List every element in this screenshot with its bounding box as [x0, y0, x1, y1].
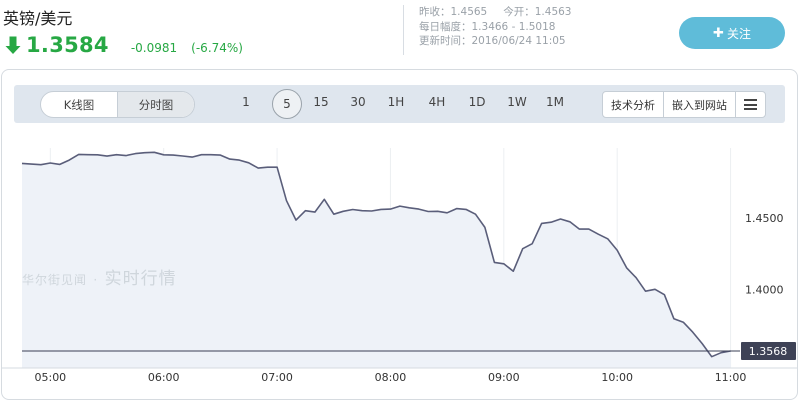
period-1m-button[interactable]: 1M [546, 95, 564, 109]
open-value: 1.4563 [534, 6, 572, 18]
prev-close-label: 昨收： [419, 6, 451, 18]
tab-timeshare[interactable]: 分时图 [117, 92, 194, 117]
period-1d-button[interactable]: 1D [468, 95, 486, 109]
x-tick-label: 09:00 [488, 371, 520, 384]
price-row: 1.3584 -0.0981 (-6.74%) [4, 33, 243, 57]
x-tick-label: 05:00 [34, 371, 66, 384]
price-line [21, 151, 731, 358]
tab-kline[interactable]: K线图 [63, 97, 95, 112]
price-change: -0.0981 [130, 41, 178, 55]
current-price-tag [741, 342, 796, 361]
daily-range-value: 1.3466 - 1.5018 [471, 20, 556, 33]
follow-button-label: 关注 [726, 26, 751, 41]
chart-tools: 技术分析 嵌入到网站 [602, 91, 766, 118]
quote-stats: 昨收：1.4565 今开：1.4563 每日幅度：1.3466 - 1.5018 … [403, 5, 572, 55]
period-1-button[interactable]: 1 [242, 95, 250, 109]
period-30-button[interactable]: 30 [350, 95, 366, 109]
follow-button[interactable]: ✚ 关注 [679, 17, 785, 49]
x-tick-label: 08:00 [375, 371, 407, 384]
tech-analysis-button[interactable]: 技术分析 [611, 98, 655, 112]
period-15-button[interactable]: 15 [313, 95, 329, 109]
price-change-percent: (-6.74%) [191, 41, 243, 55]
period-1h-button[interactable]: 1H [387, 95, 405, 109]
open-label: 今开： [503, 6, 535, 18]
y-tick-label: 1.4500 [745, 212, 784, 225]
watermark-separator: · [93, 273, 99, 287]
list-icon [744, 99, 757, 110]
period-4h-button[interactable]: 4H [428, 95, 446, 109]
watermark-brand: 华尔街见闻 [22, 273, 88, 287]
updated-time-value: 2016/06/24 11:05 [471, 35, 566, 47]
currency-pair-title: 英镑/美元 [3, 9, 73, 28]
x-tick-label: 11:00 [715, 371, 747, 384]
current-price-tag-label: 1.3568 [749, 345, 788, 358]
period-5-button[interactable]: 5 [272, 89, 302, 119]
chart-type-switch: K线图 分时图 [40, 91, 195, 118]
watermark-text: 实时行情 [104, 269, 177, 289]
updated-time-label: 更新时间： [419, 35, 472, 47]
menu-button[interactable] [735, 92, 765, 117]
x-tick-label: 07:00 [261, 371, 293, 384]
price-area [22, 152, 731, 368]
x-tick-label: 06:00 [148, 371, 180, 384]
period-1w-button[interactable]: 1W [507, 95, 527, 109]
y-tick-label: 1.4000 [745, 283, 784, 296]
chart-toolbar: K线图 分时图 1 5 15 30 1H 4H 1D 1W 1M 技术分析 嵌入到网站 [14, 85, 785, 123]
prev-close-value: 1.4565 [450, 6, 488, 18]
current-price: 1.3584 [26, 33, 109, 57]
watermark: 华尔街见闻 · 实时行情 [22, 264, 177, 289]
daily-range-label: 每日幅度： [419, 20, 472, 33]
plus-icon: ✚ [713, 25, 724, 41]
arrow-down-icon [5, 36, 21, 54]
embed-button[interactable]: 嵌入到网站 [663, 92, 735, 117]
x-tick-label: 10:00 [601, 371, 633, 384]
